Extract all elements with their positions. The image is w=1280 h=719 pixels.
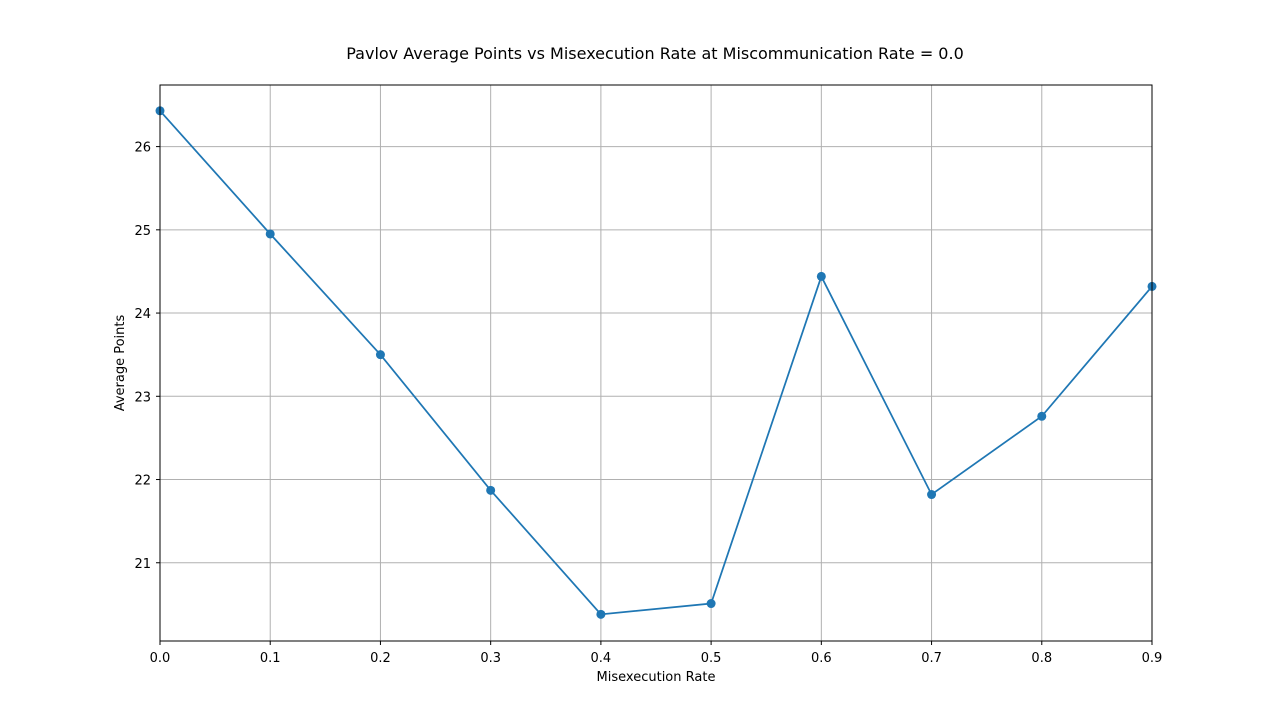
x-tick-label: 0.1 [260, 651, 281, 666]
series-layer [155, 106, 1157, 619]
data-point [265, 229, 275, 239]
chart-title: Pavlov Average Points vs Misexecution Ra… [346, 44, 964, 63]
x-tick-label: 0.6 [811, 651, 832, 666]
x-tick-label: 0.3 [480, 651, 501, 666]
data-point [816, 271, 826, 281]
data-point [927, 490, 937, 500]
x-axis-label: Misexecution Rate [597, 670, 716, 685]
data-point [1037, 411, 1047, 421]
data-point [375, 350, 385, 360]
ticks: 0.0 0.1 0.2 0.3 0.4 0.5 0.6 0.7 0.8 0.9 21 22 23 24 25… [134, 141, 1162, 666]
data-point [596, 609, 606, 619]
x-tick-label: 0.5 [701, 651, 722, 666]
x-tick-label: 0.0 [150, 651, 171, 666]
data-point [706, 599, 716, 609]
y-tick-label: 23 [134, 390, 151, 405]
x-tick-label: 0.7 [921, 651, 942, 666]
y-tick-label: 25 [134, 224, 151, 239]
y-axis-label: Average Points [113, 314, 128, 411]
y-tick-label: 24 [134, 307, 151, 322]
x-tick-label: 0.9 [1142, 651, 1163, 666]
series-line [159, 110, 1153, 616]
data-point [486, 485, 496, 495]
y-tick-label: 22 [134, 474, 151, 489]
x-tick-label: 0.2 [370, 651, 391, 666]
plot-frame [159, 84, 1153, 642]
x-tick-label: 0.8 [1031, 651, 1052, 666]
y-tick-label: 21 [134, 557, 151, 572]
y-tick-label: 26 [134, 141, 151, 156]
x-tick-label: 0.4 [591, 651, 612, 666]
grid [159, 85, 1153, 641]
